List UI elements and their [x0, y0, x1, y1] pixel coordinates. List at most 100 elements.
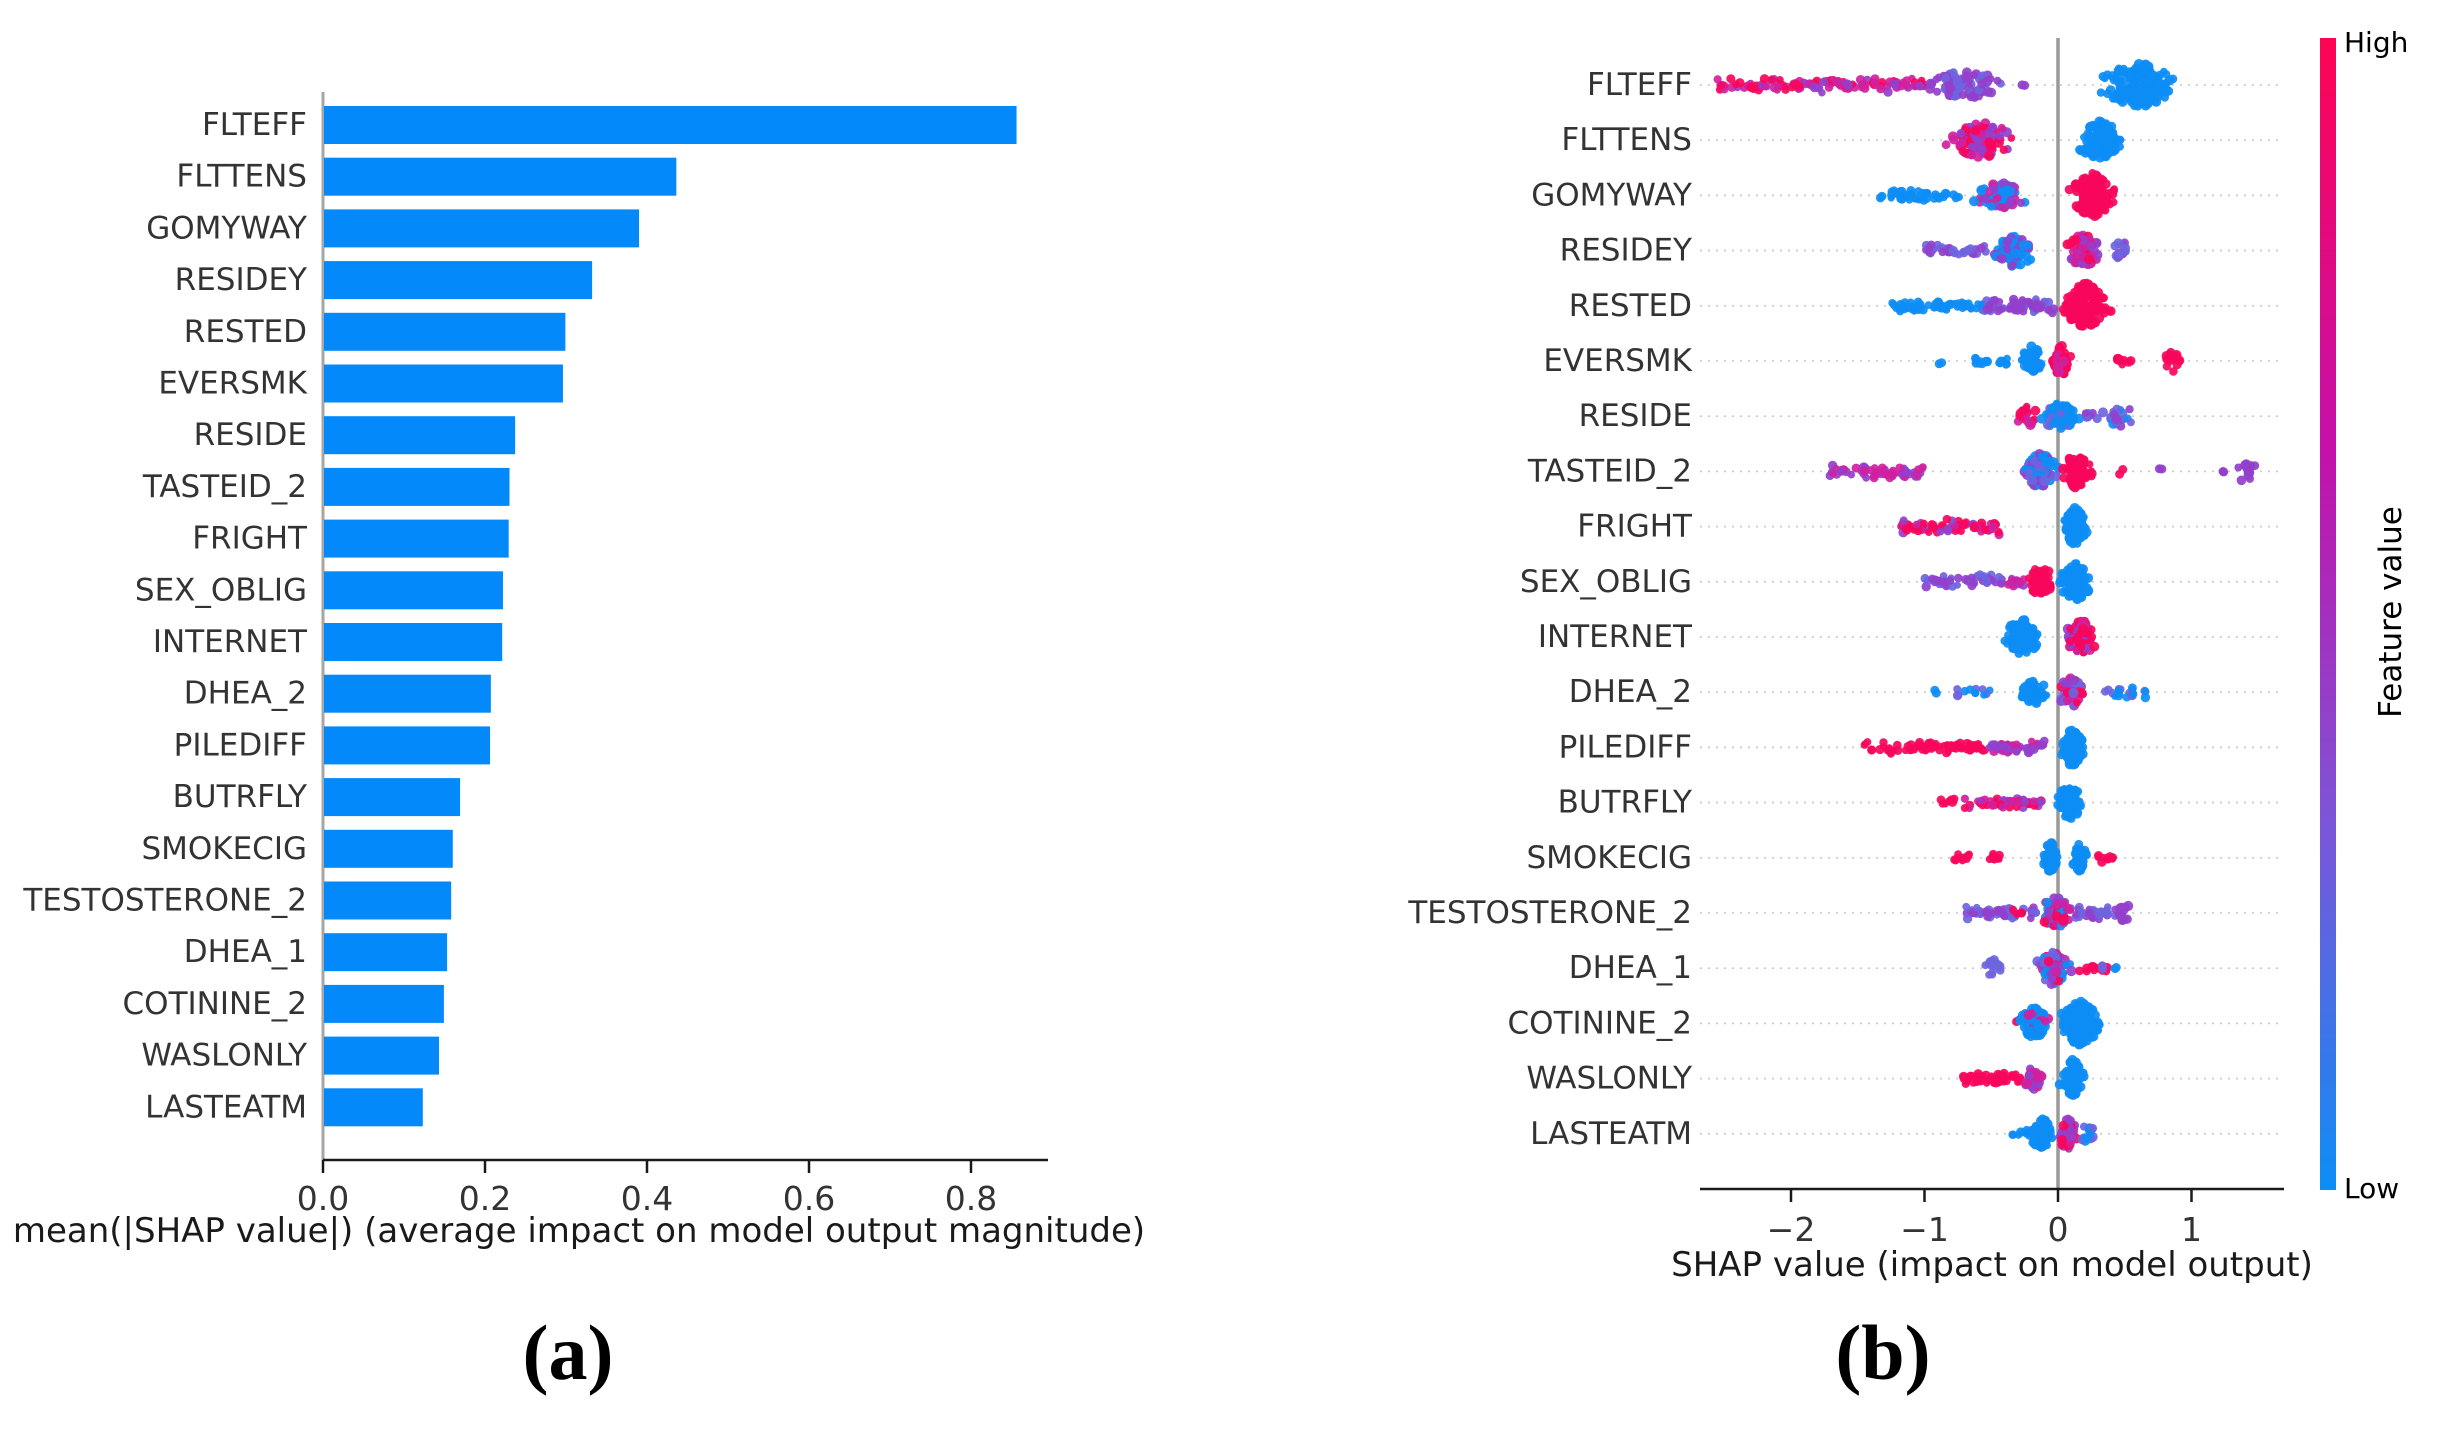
bar-x-tick-label: 0.8: [945, 1179, 997, 1218]
shap-dot: [2113, 65, 2124, 76]
shap-dot: [2141, 687, 2150, 696]
bar-category-label: RESIDE: [194, 417, 307, 453]
shap-dot: [2033, 1005, 2042, 1014]
bar-x-tick-label: 0.2: [459, 1179, 511, 1218]
shap-dot: [2037, 470, 2045, 478]
beeswarm-feature-label: BUTRFLY: [1558, 785, 1692, 821]
shap-dot: [2078, 1038, 2087, 1047]
shap-dot: [1829, 469, 1838, 478]
shap-dot: [1860, 740, 1869, 749]
beeswarm-feature-label: RESIDEY: [1560, 233, 1692, 269]
shap-dot: [2153, 77, 2164, 87]
bar-BUTRFLY: [324, 778, 461, 817]
beeswarm-x-tick-label: −1: [1900, 1210, 1949, 1249]
shap-dot: [2076, 850, 2087, 861]
shap-dot: [1989, 1078, 1998, 1087]
shap-dot: [1960, 804, 1969, 812]
shap-dot: [2090, 1010, 2100, 1020]
bar-category-label: WASLONLY: [141, 1038, 307, 1074]
shap-dot: [2078, 235, 2088, 245]
shap-dot: [2100, 309, 2109, 318]
shap-dot: [2047, 840, 2058, 851]
shap-dot: [1944, 300, 1953, 309]
shap-dot: [2053, 899, 2062, 908]
shap-dot: [1954, 573, 1963, 583]
shap-dot: [1895, 463, 1905, 473]
beeswarm-feature-label: DHEA_2: [1569, 674, 1692, 710]
bar-category-label: INTERNET: [153, 624, 308, 660]
shap-dot: [2049, 404, 2059, 414]
shap-dot: [1970, 71, 1979, 79]
beeswarm-feature-label: TESTOSTERONE_2: [1407, 895, 1692, 931]
shap-dot: [2030, 405, 2041, 416]
shap-dot: [2036, 1071, 2047, 1082]
shap-dot: [2071, 634, 2081, 644]
bar-COTININE_2: [324, 984, 444, 1023]
shap-dot: [1967, 573, 1976, 582]
bar-WASLONLY: [324, 1036, 440, 1075]
shap-dot: [2101, 119, 2111, 128]
shap-dot: [2162, 362, 2172, 371]
shap-dot: [2107, 127, 2116, 136]
shap-dot: [1976, 185, 1987, 196]
shap-dot: [2019, 360, 2030, 371]
shap-dot: [1948, 245, 1958, 256]
shap-dot: [2104, 685, 2113, 695]
shap-dot: [2036, 301, 2046, 311]
shap-dot: [1942, 514, 1952, 524]
shap-dot: [2092, 413, 2102, 424]
shap-dot: [1994, 527, 2003, 537]
shap-dot: [2071, 577, 2083, 588]
shap-dot: [1936, 527, 1945, 536]
bar-category-label: DHEA_1: [184, 934, 307, 970]
shap-dot: [2003, 744, 2012, 753]
shap-dot: [1989, 184, 1999, 194]
shap-dot: [2063, 299, 2073, 309]
bar-RESIDEY: [324, 261, 593, 300]
shap-dot: [1993, 1069, 2003, 1080]
shap-dot: [2075, 311, 2086, 322]
shap-dot: [2067, 458, 2077, 467]
beeswarm-feature-label: FLTEFF: [1587, 67, 1692, 103]
shap-dot: [2090, 193, 2099, 201]
shap-dot: [2041, 1017, 2049, 1026]
bar-TESTOSTERONE_2: [324, 881, 452, 920]
bar-category-label: LASTEATM: [145, 1089, 307, 1125]
shap-dot: [2041, 457, 2050, 466]
shap-dot: [1997, 123, 2006, 133]
shap-dot: [2016, 249, 2027, 259]
shap-dot: [2096, 907, 2106, 917]
shap-dot: [2114, 78, 2124, 88]
shap-dot: [2043, 566, 2054, 577]
shap-dot: [1851, 463, 1861, 473]
shap-dot: [1969, 522, 1980, 533]
shap-dot: [2015, 259, 2026, 270]
shap-dot: [1985, 302, 1993, 310]
shap-dot: [2069, 1009, 2078, 1019]
shap-dot: [1984, 151, 1995, 161]
shap-dot: [2058, 677, 2069, 687]
shap-dot: [1953, 581, 1961, 589]
shap-dot: [2022, 744, 2031, 753]
shap-dot: [1949, 794, 1959, 804]
shap-dot: [2071, 565, 2082, 576]
shap-dot: [2048, 947, 2057, 956]
shap-dot: [2007, 260, 2017, 270]
shap-dot: [2072, 1073, 2080, 1082]
bar-category-label: FRIGHT: [192, 521, 308, 557]
shap-dot: [1912, 520, 1921, 529]
shap-dot: [2045, 865, 2055, 875]
shap-dot: [2015, 637, 2024, 646]
beeswarm-x-axis-label: SHAP value (impact on model output): [1671, 1245, 2313, 1285]
shap-dot: [2063, 565, 2074, 576]
shap-dot: [2089, 641, 2100, 652]
shap-dot: [2022, 633, 2032, 643]
shap-dot: [2125, 405, 2134, 414]
beeswarm-feature-label: RESIDE: [1579, 398, 1692, 434]
shap-dot: [1809, 82, 1820, 93]
shap-dot: [2074, 413, 2084, 424]
shap-dot: [2135, 72, 2145, 82]
shap-dot: [2126, 418, 2135, 427]
shap-dot: [1837, 467, 1846, 476]
shap-dot: [1953, 741, 1962, 750]
